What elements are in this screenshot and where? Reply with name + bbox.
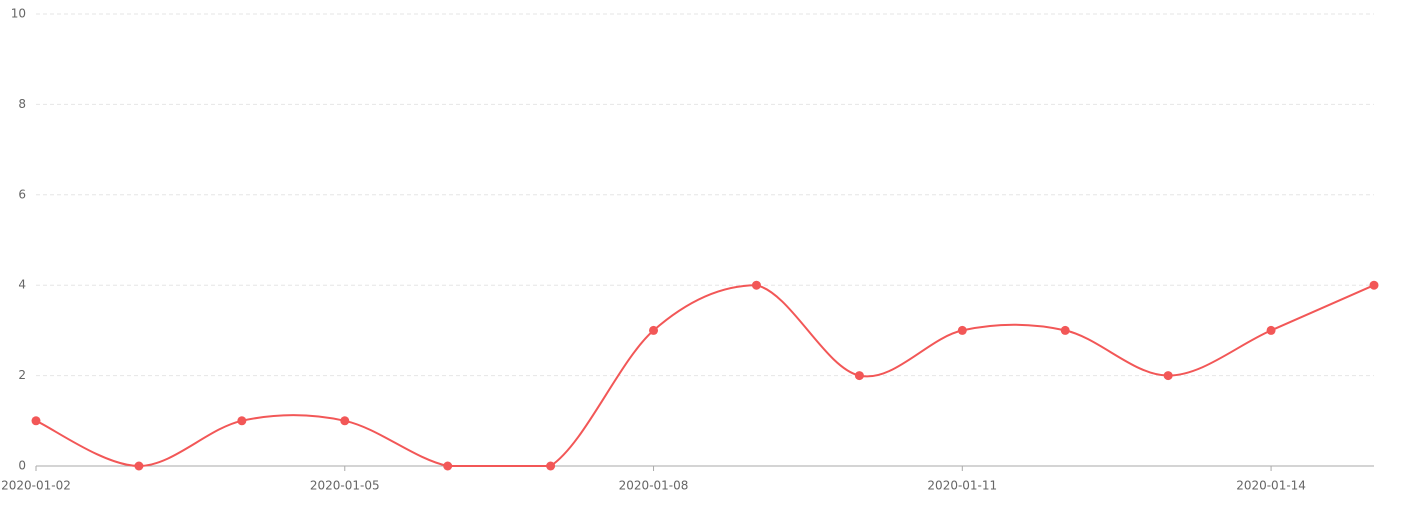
y-tick-label: 10 bbox=[11, 7, 26, 21]
point bbox=[649, 325, 659, 335]
y-tick-label: 4 bbox=[18, 278, 26, 292]
point bbox=[134, 461, 144, 471]
point bbox=[443, 461, 453, 471]
point bbox=[31, 416, 41, 426]
point bbox=[340, 416, 350, 426]
point bbox=[1266, 325, 1276, 335]
x-tick-label: 2020-01-05 bbox=[310, 479, 380, 493]
point bbox=[1060, 325, 1070, 335]
y-tick-label: 2 bbox=[18, 368, 26, 382]
x-tick-label: 2020-01-11 bbox=[927, 479, 997, 493]
point bbox=[237, 416, 247, 426]
y-tick-label: 8 bbox=[18, 97, 26, 111]
point bbox=[751, 280, 761, 290]
point bbox=[1369, 280, 1379, 290]
point bbox=[854, 371, 864, 381]
x-tick-label: 2020-01-08 bbox=[619, 479, 689, 493]
point bbox=[546, 461, 556, 471]
point bbox=[957, 325, 967, 335]
x-tick-label: 2020-01-14 bbox=[1236, 479, 1306, 493]
point bbox=[1163, 371, 1173, 381]
x-tick-label: 2020-01-02 bbox=[1, 479, 71, 493]
line bbox=[35, 284, 1375, 468]
y-tick-label: 0 bbox=[18, 459, 26, 473]
y-tick-label: 6 bbox=[18, 187, 26, 201]
